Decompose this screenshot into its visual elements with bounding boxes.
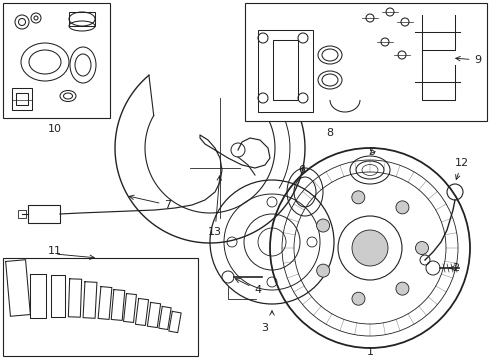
Bar xyxy=(3,258,198,356)
Text: 11: 11 xyxy=(48,246,62,256)
Bar xyxy=(28,205,60,223)
Circle shape xyxy=(396,282,409,295)
Bar xyxy=(273,40,298,100)
Bar xyxy=(18,210,26,218)
Text: 3: 3 xyxy=(262,323,269,333)
Text: 4: 4 xyxy=(235,279,262,295)
Bar xyxy=(258,30,313,112)
Text: 9: 9 xyxy=(456,55,482,65)
Text: 12: 12 xyxy=(455,158,469,179)
Circle shape xyxy=(352,230,388,266)
Circle shape xyxy=(396,201,409,214)
Bar xyxy=(245,3,487,121)
Bar xyxy=(3,3,110,118)
Bar xyxy=(69,12,95,26)
Circle shape xyxy=(352,191,365,204)
Text: 13: 13 xyxy=(208,176,222,237)
Bar xyxy=(16,93,28,105)
Text: 2: 2 xyxy=(449,263,459,273)
Circle shape xyxy=(352,292,365,305)
Text: 1: 1 xyxy=(367,347,373,357)
Circle shape xyxy=(317,264,330,277)
Bar xyxy=(12,88,32,110)
Text: 6: 6 xyxy=(298,165,305,175)
Circle shape xyxy=(317,219,330,232)
Text: 8: 8 xyxy=(326,128,334,138)
Text: 7: 7 xyxy=(129,195,172,210)
Circle shape xyxy=(416,242,428,255)
Text: 5: 5 xyxy=(368,147,375,157)
Text: 10: 10 xyxy=(48,124,62,134)
